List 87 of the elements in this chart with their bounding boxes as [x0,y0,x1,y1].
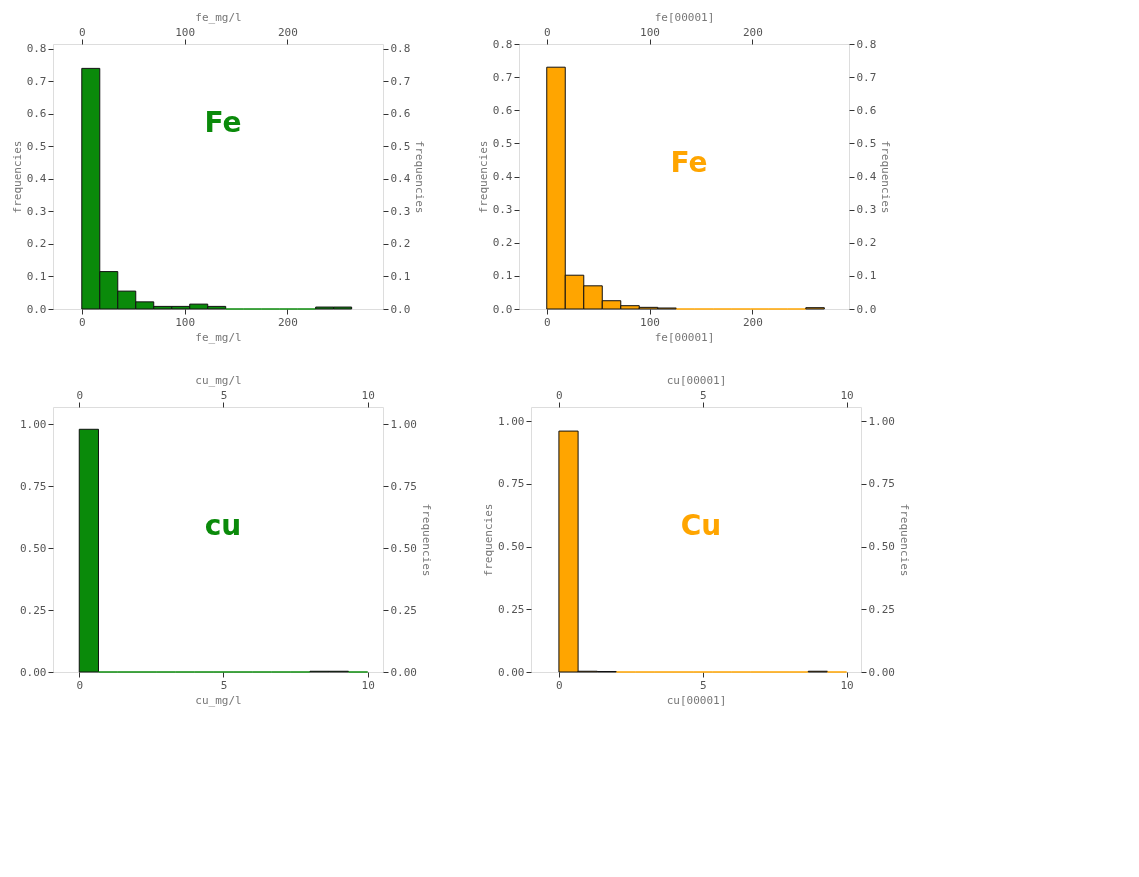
y2-tick-label: 0.1 [856,269,877,283]
y2-axis-title: frequencies [419,503,433,577]
y2-tick-label: 0.0 [856,302,877,316]
y-axis-title: frequencies [482,503,496,577]
annotation: cu [204,509,242,542]
y2-tick-label: 0.4 [390,172,411,186]
y2-axis-title: frequencies [413,140,427,214]
y-tick-label: 1.00 [498,414,525,428]
y-tick-label: 0.50 [20,541,47,555]
annotation: Fe [204,106,242,139]
x-axis-title: cu_mg/l [195,693,242,707]
y-tick-label: 0.75 [498,477,525,491]
y-tick-label: 0.75 [20,479,47,493]
x-tick-label: 0 [78,25,86,39]
x-tick-label: 0 [543,315,551,329]
y-tick-label: 0.8 [26,42,47,56]
y2-axis-title: frequencies [897,503,911,577]
y2-tick-label: 0.5 [856,136,877,150]
y-tick-label: 0.4 [492,170,513,183]
y2-tick-label: 0.2 [856,236,877,250]
y-tick-label: 0.25 [20,603,47,617]
y-tick-label: 0.25 [498,602,525,616]
x-tick-label: 200 [277,25,298,39]
y-tick-label: 0.6 [492,103,513,117]
x-tick-label: 0 [76,388,84,402]
x-tick-label: 100 [640,315,660,329]
x2-axis-title: cu[00001] [666,373,727,387]
y-tick-label: 0.5 [492,136,513,150]
y-tick-label: 0.00 [20,665,47,679]
y-tick-label: 0.1 [492,269,513,283]
y-tick-label: 0.3 [26,204,47,218]
y2-tick-label: 0.75 [868,477,895,491]
y-tick-label: 0.2 [492,236,513,250]
x-tick-label: 5 [220,388,228,402]
y-tick-label: 0.0 [492,302,513,316]
y-tick-label: 0.5 [26,139,47,153]
y2-tick-label: 0.75 [390,479,417,493]
x-tick-label: 100 [175,25,196,39]
y-tick-label: 0.00 [498,665,525,679]
x-tick-label: 200 [742,315,763,329]
y-tick-label: 1.00 [20,417,47,431]
y2-tick-label: 0.8 [390,42,411,56]
y2-tick-label: 0.00 [390,665,417,679]
y2-tick-label: 0.2 [390,237,411,251]
x2-axis-title: fe[00001] [654,10,715,24]
y2-tick-label: 0.50 [868,540,895,554]
y-tick-label: 0.6 [26,107,47,121]
x-tick-label: 10 [361,388,375,402]
y-tick-label: 0.2 [26,237,47,251]
y2-tick-label: 0.6 [856,103,877,117]
y2-tick-label: 0.0 [390,302,411,316]
y2-tick-label: 1.00 [868,414,895,428]
annotation: Cu [680,509,722,542]
y2-tick-label: 0.25 [868,602,895,616]
y2-axis-title: frequencies [879,140,893,214]
y-axis-title: frequencies [476,140,490,214]
y-axis-title: frequencies [10,140,24,214]
y2-tick-label: 0.1 [390,269,411,283]
annotation: Fe [670,146,708,179]
y2-tick-label: 0.50 [390,541,417,555]
y2-tick-label: 0.5 [390,139,411,153]
y2-tick-label: 0.3 [856,203,877,217]
y2-tick-label: 0.4 [856,170,877,183]
x-axis-title: fe[00001] [654,330,715,344]
x2-axis-title: cu_mg/l [195,373,242,387]
y2-tick-label: 0.7 [856,70,877,84]
x2-axis-title: fe_mg/l [195,10,242,24]
y2-tick-label: 0.6 [390,107,411,121]
y-tick-label: 0.7 [492,70,513,84]
y-tick-label: 0.0 [26,302,47,316]
y2-tick-label: 0.3 [390,204,411,218]
y-tick-label: 0.7 [26,74,47,88]
y2-tick-label: 0.7 [390,74,411,88]
y2-tick-label: 0.00 [868,665,895,679]
y2-tick-label: 1.00 [390,417,417,431]
y-tick-label: 0.3 [492,203,513,217]
y2-tick-label: 0.8 [856,37,877,51]
y-tick-label: 0.8 [492,37,513,51]
x-tick-label: 0 [556,678,563,692]
y-tick-label: 0.1 [26,269,47,283]
y-tick-label: 0.4 [26,172,47,186]
x-axis-title: fe_mg/l [195,330,242,344]
x-tick-label: 5 [699,678,707,692]
x-tick-label: 10 [840,678,854,692]
y-tick-label: 0.50 [498,540,525,554]
y2-tick-label: 0.25 [390,603,417,617]
x-axis-title: cu[00001] [666,693,727,707]
